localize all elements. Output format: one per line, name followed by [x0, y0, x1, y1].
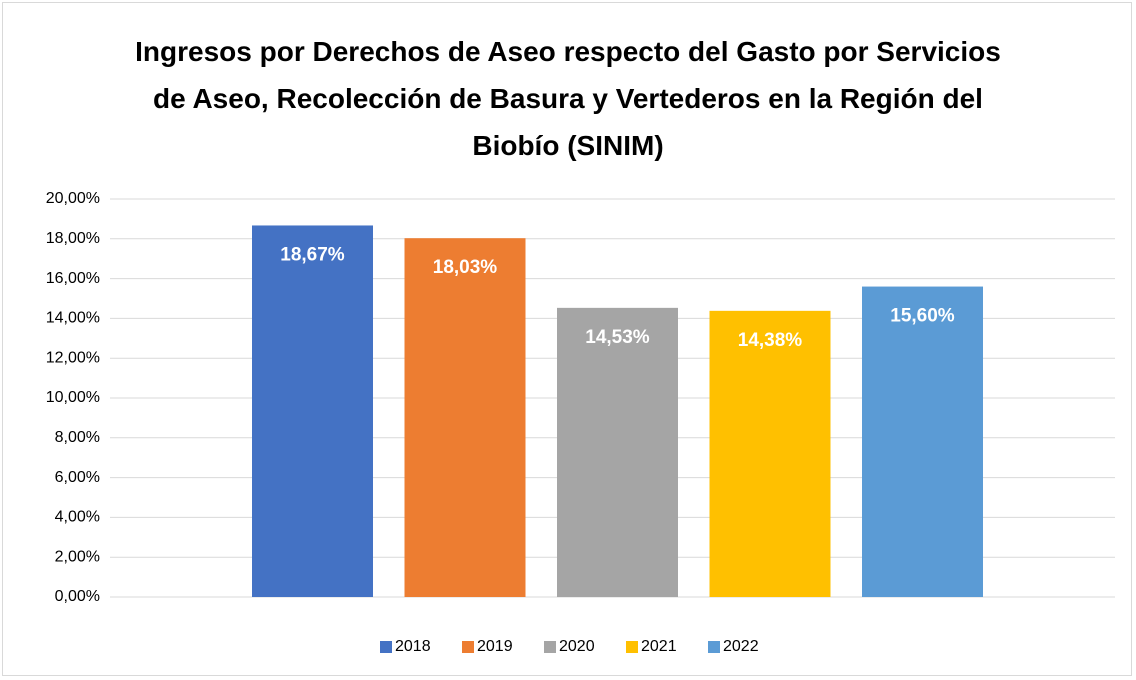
y-tick-label: 18,00% [46, 230, 100, 247]
bar [862, 286, 983, 597]
y-tick-label: 20,00% [46, 190, 100, 207]
legend-label: 2021 [641, 638, 677, 655]
value-label: 14,38% [738, 330, 803, 351]
value-label: 18,67% [280, 244, 345, 265]
y-tick-label: 4,00% [55, 509, 100, 526]
value-label: 18,03% [433, 257, 498, 278]
y-tick-label: 2,00% [55, 548, 100, 565]
y-tick-label: 16,00% [46, 270, 100, 287]
legend-swatch [626, 641, 638, 653]
y-tick-label: 12,00% [46, 349, 100, 366]
bar [709, 310, 831, 597]
y-tick-label: 14,00% [46, 310, 100, 327]
y-tick-label: 10,00% [46, 389, 100, 406]
chart-title: Ingresos por Derechos de Aseo respecto d… [135, 36, 1001, 161]
value-label: 15,60% [890, 306, 955, 327]
legend-label: 2022 [723, 638, 759, 655]
legend-swatch [708, 641, 720, 653]
legend-label: 2019 [477, 638, 513, 655]
legend-label: 2018 [395, 638, 431, 655]
y-tick-label: 0,00% [55, 588, 100, 605]
bar [557, 307, 678, 597]
legend-swatch [380, 641, 392, 653]
y-tick-label: 6,00% [55, 469, 100, 486]
legend-swatch [544, 641, 556, 653]
legend-swatch [462, 641, 474, 653]
bar [404, 238, 526, 597]
bar [252, 225, 373, 598]
legend-label: 2020 [559, 638, 595, 655]
value-label: 14,53% [585, 327, 650, 348]
y-tick-label: 8,00% [55, 429, 100, 446]
